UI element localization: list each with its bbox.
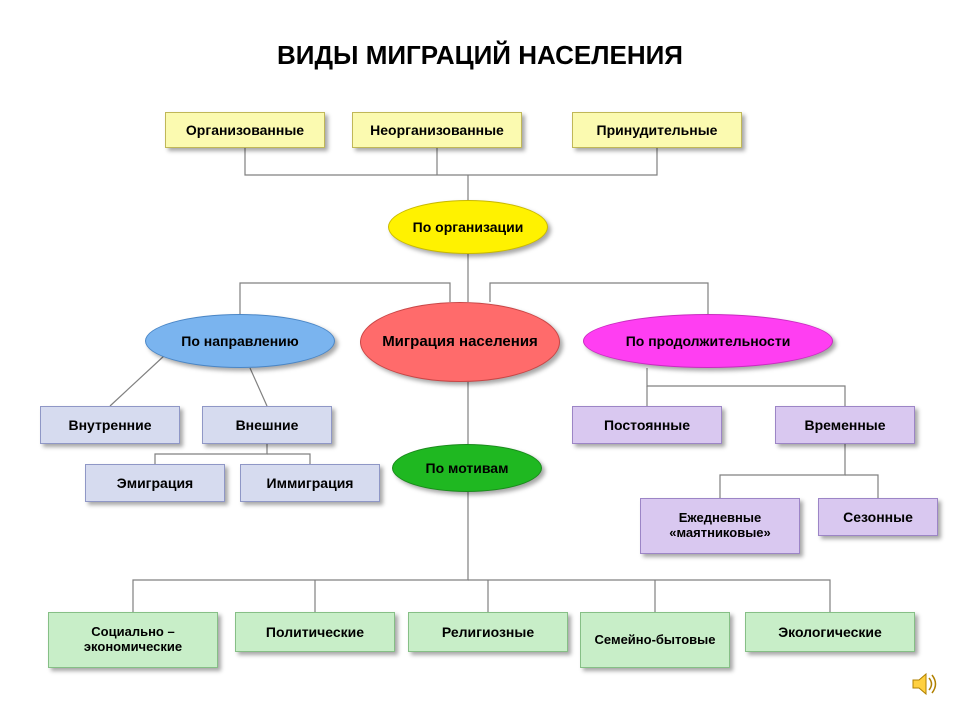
- node-n_ezh: Ежедневные «маятниковые»: [640, 498, 800, 554]
- node-n_immig: Иммиграция: [240, 464, 380, 502]
- node-label: По продолжительности: [626, 333, 791, 349]
- node-label: Внешние: [236, 417, 299, 433]
- node-n_polit: Политические: [235, 612, 395, 652]
- node-n_ecol: Экологические: [745, 612, 915, 652]
- diagram-title: ВИДЫ МИГРАЦИЙ НАСЕЛЕНИЯ: [0, 40, 960, 71]
- diagram-title-text: ВИДЫ МИГРАЦИЙ НАСЕЛЕНИЯ: [277, 40, 683, 70]
- sound-icon: [910, 670, 938, 698]
- node-label: Неорганизованные: [370, 122, 504, 138]
- node-n_prin: Принудительные: [572, 112, 742, 148]
- node-n_ponapr: По направлению: [145, 314, 335, 368]
- node-label: Организованные: [186, 122, 304, 138]
- node-label: Миграция населения: [382, 333, 538, 350]
- node-n_poorg: По организации: [388, 200, 548, 254]
- node-label: По организации: [413, 219, 524, 235]
- node-n_org: Организованные: [165, 112, 325, 148]
- node-label: Религиозные: [442, 624, 534, 640]
- node-label: Постоянные: [604, 417, 690, 433]
- node-n_vnut: Внутренние: [40, 406, 180, 444]
- node-n_vnesh: Внешние: [202, 406, 332, 444]
- node-n_vrem: Временные: [775, 406, 915, 444]
- diagram-canvas: { "title": { "text": "ВИДЫ МИГРАЦИЙ НАСЕ…: [0, 0, 960, 720]
- node-label: Сезонные: [843, 509, 913, 525]
- node-label: Экологические: [778, 624, 882, 640]
- node-n_socec: Социально – экономические: [48, 612, 218, 668]
- node-label: Ежедневные «маятниковые»: [647, 511, 793, 541]
- node-n_neorg: Неорганизованные: [352, 112, 522, 148]
- node-label: Внутренние: [68, 417, 151, 433]
- node-n_post: Постоянные: [572, 406, 722, 444]
- node-n_sem: Семейно-бытовые: [580, 612, 730, 668]
- node-label: Семейно-бытовые: [595, 633, 716, 648]
- node-label: Политические: [266, 624, 364, 640]
- node-n_emig: Эмиграция: [85, 464, 225, 502]
- node-n_pomot: По мотивам: [392, 444, 542, 492]
- node-n_relig: Религиозные: [408, 612, 568, 652]
- node-n_center: Миграция населения: [360, 302, 560, 382]
- node-label: Эмиграция: [117, 475, 193, 491]
- node-n_sez: Сезонные: [818, 498, 938, 536]
- node-label: Принудительные: [597, 122, 718, 138]
- node-label: По мотивам: [426, 460, 509, 476]
- node-label: Социально – экономические: [55, 625, 211, 655]
- node-n_poprod: По продолжительности: [583, 314, 833, 368]
- node-label: По направлению: [181, 333, 298, 349]
- node-label: Временные: [804, 417, 885, 433]
- node-label: Иммиграция: [267, 475, 354, 491]
